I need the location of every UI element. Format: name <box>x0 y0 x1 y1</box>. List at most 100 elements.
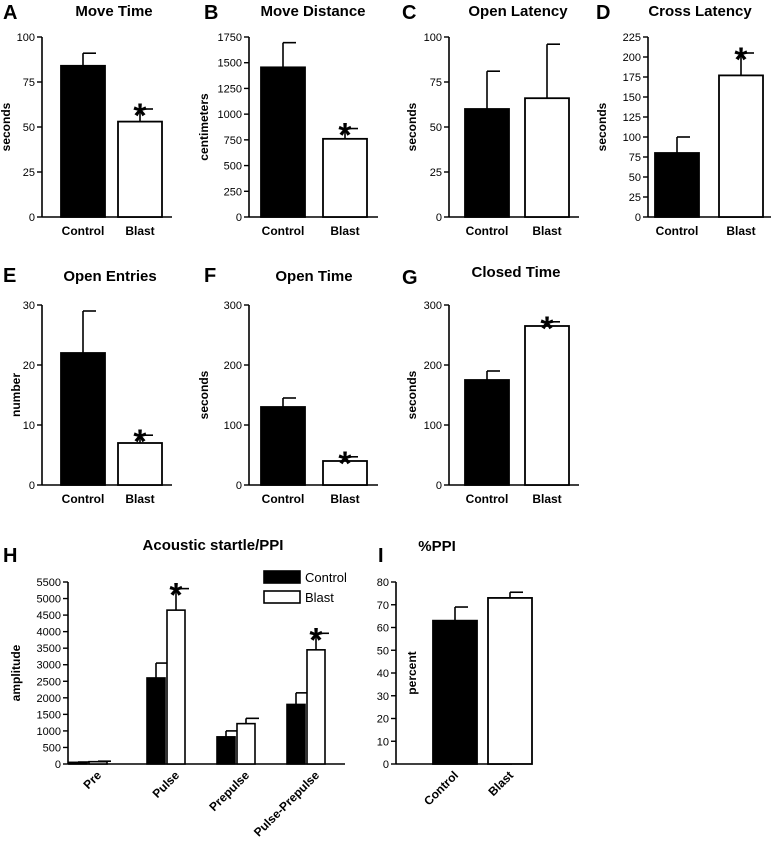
y-tick-label: 0 <box>29 480 35 492</box>
y-axis-label: seconds <box>197 370 211 419</box>
bar-blast <box>487 597 533 765</box>
y-tick-label: 2500 <box>37 676 61 688</box>
y-tick-label: 20 <box>23 360 35 372</box>
x-category-label: Control <box>62 224 105 238</box>
y-tick-label: 75 <box>23 77 35 89</box>
y-tick-label: 0 <box>635 212 641 224</box>
y-tick-label: 80 <box>377 577 389 589</box>
panel-title: Closed Time <box>472 264 561 281</box>
y-tick-label: 100 <box>424 420 442 432</box>
bar-blast <box>166 609 186 765</box>
x-category-label: Pulse <box>150 768 183 801</box>
x-category-label: Pulse-Prepulse <box>251 768 322 839</box>
x-category-label: Blast <box>485 768 516 799</box>
y-tick-label: 10 <box>377 736 389 748</box>
y-tick-label: 750 <box>224 135 242 147</box>
y-tick-label: 100 <box>623 132 641 144</box>
bar-control <box>464 108 510 218</box>
y-tick-label: 0 <box>436 480 442 492</box>
significance-star: * <box>540 310 554 348</box>
y-tick-label: 60 <box>377 623 389 635</box>
y-tick-label: 40 <box>377 668 389 680</box>
bar-blast <box>88 760 108 765</box>
panel-d: D Cross Latency seconds 0 25 50 75 100 125 150 175… <box>595 2 771 238</box>
y-axis-label: seconds <box>405 102 419 151</box>
bar-blast <box>236 722 256 765</box>
y-tick-label: 50 <box>377 645 389 657</box>
panel-letter: H <box>3 545 17 567</box>
panel-title: Move Distance <box>260 3 365 20</box>
y-tick-label: 200 <box>424 360 442 372</box>
significance-star: * <box>734 41 748 79</box>
y-tick-label: 125 <box>623 112 641 124</box>
panel-title: Open Entries <box>63 268 156 285</box>
x-category-label: Blast <box>726 224 755 238</box>
panel-f: F Open Time seconds 0 100 200 300 Control * Blast <box>197 265 378 506</box>
y-tick-label: 250 <box>224 186 242 198</box>
y-tick-label: 3000 <box>37 660 61 672</box>
y-tick-label: 0 <box>236 480 242 492</box>
significance-star: * <box>133 97 147 135</box>
x-category-label: Control <box>656 224 699 238</box>
panel-title: Cross Latency <box>648 3 752 20</box>
bar-control <box>286 703 306 765</box>
panel-title: Open Latency <box>468 3 568 20</box>
y-tick-label: 500 <box>224 161 242 173</box>
panel-letter: G <box>402 267 418 289</box>
y-tick-label: 25 <box>430 167 442 179</box>
panel-letter: C <box>402 2 416 24</box>
significance-star: * <box>133 423 147 461</box>
y-tick-label: 1500 <box>37 709 61 721</box>
significance-star: * <box>338 445 352 483</box>
x-category-label: Blast <box>330 492 359 506</box>
y-axis-label: seconds <box>0 102 13 151</box>
x-category-label: Blast <box>532 492 561 506</box>
panel-title: Open Time <box>275 268 352 285</box>
y-tick-label: 100 <box>424 32 442 44</box>
bar-control <box>60 352 106 486</box>
y-tick-label: 70 <box>377 600 389 612</box>
y-tick-label: 75 <box>629 152 641 164</box>
y-axis-label: percent <box>405 651 419 694</box>
y-tick-label: 25 <box>629 192 641 204</box>
legend-label: Control <box>305 570 347 585</box>
x-category-label: Blast <box>125 492 154 506</box>
bar-blast <box>524 325 570 486</box>
y-tick-label: 1250 <box>218 83 242 95</box>
panel-b: B Move Distance centimeters 0 250 500 750 1000 1… <box>197 2 378 238</box>
legend-label: Blast <box>305 590 334 605</box>
x-category-label: Control <box>262 224 305 238</box>
panel-letter: B <box>204 2 218 24</box>
x-category-label: Blast <box>125 224 154 238</box>
y-tick-label: 4500 <box>37 610 61 622</box>
y-tick-label: 50 <box>23 122 35 134</box>
y-tick-label: 300 <box>424 300 442 312</box>
y-tick-label: 10 <box>23 420 35 432</box>
bar-blast <box>306 649 326 765</box>
y-tick-label: 0 <box>383 759 389 771</box>
y-tick-label: 25 <box>23 167 35 179</box>
y-axis-label: seconds <box>405 370 419 419</box>
y-tick-label: 175 <box>623 72 641 84</box>
x-category-label: Prepulse <box>206 768 252 814</box>
y-tick-label: 30 <box>23 300 35 312</box>
x-category-label: Control <box>466 224 509 238</box>
x-category-label: Blast <box>330 224 359 238</box>
bar-blast <box>322 137 368 218</box>
bar-control <box>260 406 306 486</box>
panel-letter: I <box>378 545 384 567</box>
y-tick-label: 2000 <box>37 693 61 705</box>
x-category-label: Control <box>466 492 509 506</box>
y-tick-label: 100 <box>17 32 35 44</box>
y-tick-label: 200 <box>224 360 242 372</box>
bar-control <box>654 152 700 218</box>
legend-swatch-blast <box>263 590 301 604</box>
panel-c: C Open Latency seconds 0 25 50 75 100 Control Bla… <box>402 2 579 238</box>
y-axis-label: amplitude <box>9 644 23 701</box>
bar-blast <box>322 460 368 486</box>
y-tick-label: 1750 <box>218 32 242 44</box>
y-tick-label: 0 <box>29 212 35 224</box>
x-category-label: Pre <box>81 768 105 792</box>
panel-g: G Closed Time seconds 0 100 200 300 Control * Bla… <box>402 264 579 506</box>
